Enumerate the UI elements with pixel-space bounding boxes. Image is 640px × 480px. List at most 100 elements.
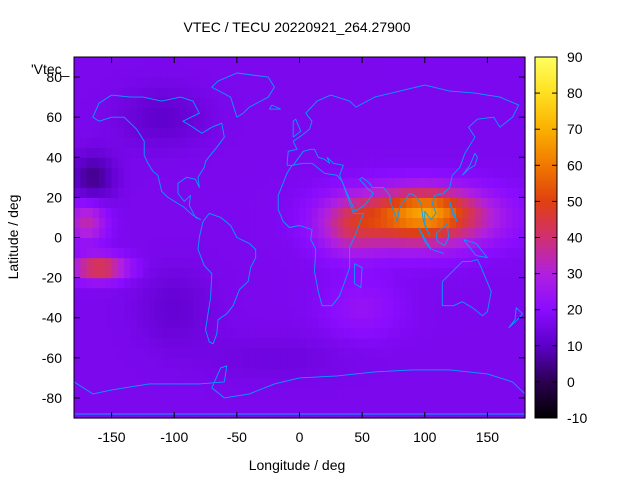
heatmap-cell (387, 257, 395, 269)
heatmap-cell (286, 337, 294, 349)
heatmap-cell (487, 177, 495, 188)
heatmap-cell (180, 117, 188, 128)
heatmap-cell (456, 287, 463, 299)
heatmap-cell (193, 207, 200, 219)
heatmap-cell (224, 297, 232, 309)
heatmap-cell (211, 107, 219, 118)
heatmap-cell (167, 367, 175, 379)
heatmap-cell (224, 57, 232, 68)
heatmap-cell (405, 407, 413, 419)
heatmap-cell (124, 227, 131, 239)
heatmap-cell (299, 177, 307, 188)
heatmap-cell (86, 157, 94, 168)
heatmap-cell (431, 277, 438, 289)
heatmap-cell (506, 327, 514, 339)
heatmap-cell (518, 117, 526, 128)
heatmap-cell (243, 187, 250, 198)
heatmap-cell (330, 67, 338, 78)
heatmap-cell (318, 397, 326, 409)
heatmap-cell (99, 267, 106, 279)
heatmap-cell (99, 397, 106, 409)
heatmap-cell (305, 407, 313, 419)
heatmap-cell (355, 287, 363, 299)
heatmap-cell (399, 287, 407, 299)
y-tick-label: 60 (46, 109, 62, 125)
heatmap-cell (249, 197, 257, 209)
heatmap-cell (130, 197, 138, 209)
heatmap-cell (318, 187, 326, 198)
heatmap-cell (218, 337, 225, 349)
heatmap-cell (180, 257, 188, 269)
heatmap-cell (355, 387, 363, 399)
heatmap-cell (211, 57, 219, 68)
heatmap-cell (481, 247, 489, 259)
heatmap-cell (199, 177, 207, 188)
heatmap-cell (205, 227, 213, 239)
heatmap-cell (380, 157, 388, 168)
heatmap-cell (506, 57, 514, 68)
heatmap-cell (161, 197, 169, 209)
heatmap-cell (343, 157, 351, 168)
y-tick-label: 80 (46, 69, 62, 85)
heatmap-cell (380, 187, 388, 198)
heatmap-cell (512, 237, 520, 249)
heatmap-cell (293, 97, 301, 108)
heatmap-cell (86, 217, 94, 229)
heatmap-cell (493, 147, 501, 158)
heatmap-cell (374, 357, 382, 369)
heatmap-cell (462, 227, 470, 239)
heatmap-cell (286, 87, 294, 98)
heatmap-cell (337, 187, 344, 198)
heatmap-cell (193, 97, 200, 108)
heatmap-cell (474, 377, 482, 389)
heatmap-cell (274, 107, 282, 118)
heatmap-cell (330, 157, 338, 168)
heatmap-cell (255, 297, 263, 309)
heatmap-cell (218, 407, 225, 419)
heatmap-cell (74, 177, 81, 188)
heatmap-cell (80, 287, 88, 299)
heatmap-cell (111, 257, 119, 269)
heatmap-cell (330, 227, 338, 239)
heatmap-cell (349, 227, 357, 239)
heatmap-cell (142, 297, 150, 309)
heatmap-cell (512, 117, 520, 128)
heatmap-cell (255, 337, 263, 349)
heatmap-cell (230, 217, 238, 229)
heatmap-cell (161, 137, 169, 148)
heatmap-cell (261, 347, 269, 359)
heatmap-cell (130, 357, 138, 369)
heatmap-cell (111, 287, 119, 299)
heatmap-cell (117, 367, 125, 379)
heatmap-cell (431, 77, 438, 88)
heatmap-cell (74, 367, 81, 379)
heatmap-cell (74, 407, 81, 419)
heatmap-cell (393, 207, 401, 219)
heatmap-cell (418, 127, 426, 138)
heatmap-cell (362, 327, 369, 339)
heatmap-cell (456, 387, 463, 399)
heatmap-cell (124, 157, 131, 168)
heatmap-cell (92, 207, 100, 219)
heatmap-cell (431, 287, 438, 299)
heatmap-cell (305, 107, 313, 118)
heatmap-cell (518, 407, 526, 419)
heatmap-cell (387, 357, 395, 369)
x-tick-label: 150 (476, 429, 500, 445)
heatmap-cell (362, 137, 369, 148)
heatmap-cell (474, 137, 482, 148)
heatmap-cell (268, 207, 276, 219)
heatmap-cell (493, 137, 501, 148)
colorbar-tick-label: 90 (567, 49, 583, 65)
heatmap-cell (512, 157, 520, 168)
heatmap-cell (506, 137, 514, 148)
x-tick-label: -150 (98, 429, 126, 445)
heatmap-cell (443, 407, 451, 419)
heatmap-cell (387, 167, 395, 178)
heatmap-cell (487, 77, 495, 88)
heatmap-cell (155, 307, 163, 319)
heatmap-cell (142, 107, 150, 118)
heatmap-cell (286, 287, 294, 299)
heatmap-cell (211, 287, 219, 299)
heatmap-cell (286, 217, 294, 229)
